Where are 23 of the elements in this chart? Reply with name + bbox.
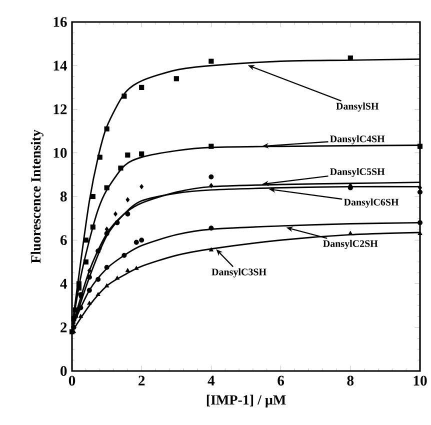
y-tick-label: 6 (60, 235, 67, 246)
x-tick-label: 2 (138, 376, 145, 386)
y-tick-label: 14 (54, 60, 68, 70)
x-tick-label: 4 (208, 376, 215, 386)
y-tick-label: 12 (54, 104, 67, 114)
y-axis-title: Fluorescence Intensity (30, 130, 44, 264)
y-tick-label: 2 (60, 322, 67, 332)
x-tick-label: 0 (68, 376, 76, 386)
annotation: DansylC5SH (330, 168, 385, 178)
x-tick-label: 8 (347, 376, 354, 386)
x-tick-label: 6 (278, 376, 284, 386)
y-tick-label: 8 (60, 192, 67, 202)
y-tick-label: 16 (54, 17, 67, 27)
annotation: DansylC3SH (212, 268, 266, 278)
y-tick-label: 10 (54, 148, 67, 158)
annotation: DansylSH (336, 102, 379, 112)
x-tick-label: 10 (414, 376, 427, 386)
x-axis-title: [IMP-1] / μM (206, 394, 286, 408)
annotation: DansylC2SH (323, 240, 378, 250)
annotation: DansylC6SH (344, 198, 399, 208)
y-tick-label: 4 (60, 278, 68, 289)
y-tick-label: 0 (60, 366, 67, 376)
annotation: DansylC4SH (330, 135, 385, 144)
